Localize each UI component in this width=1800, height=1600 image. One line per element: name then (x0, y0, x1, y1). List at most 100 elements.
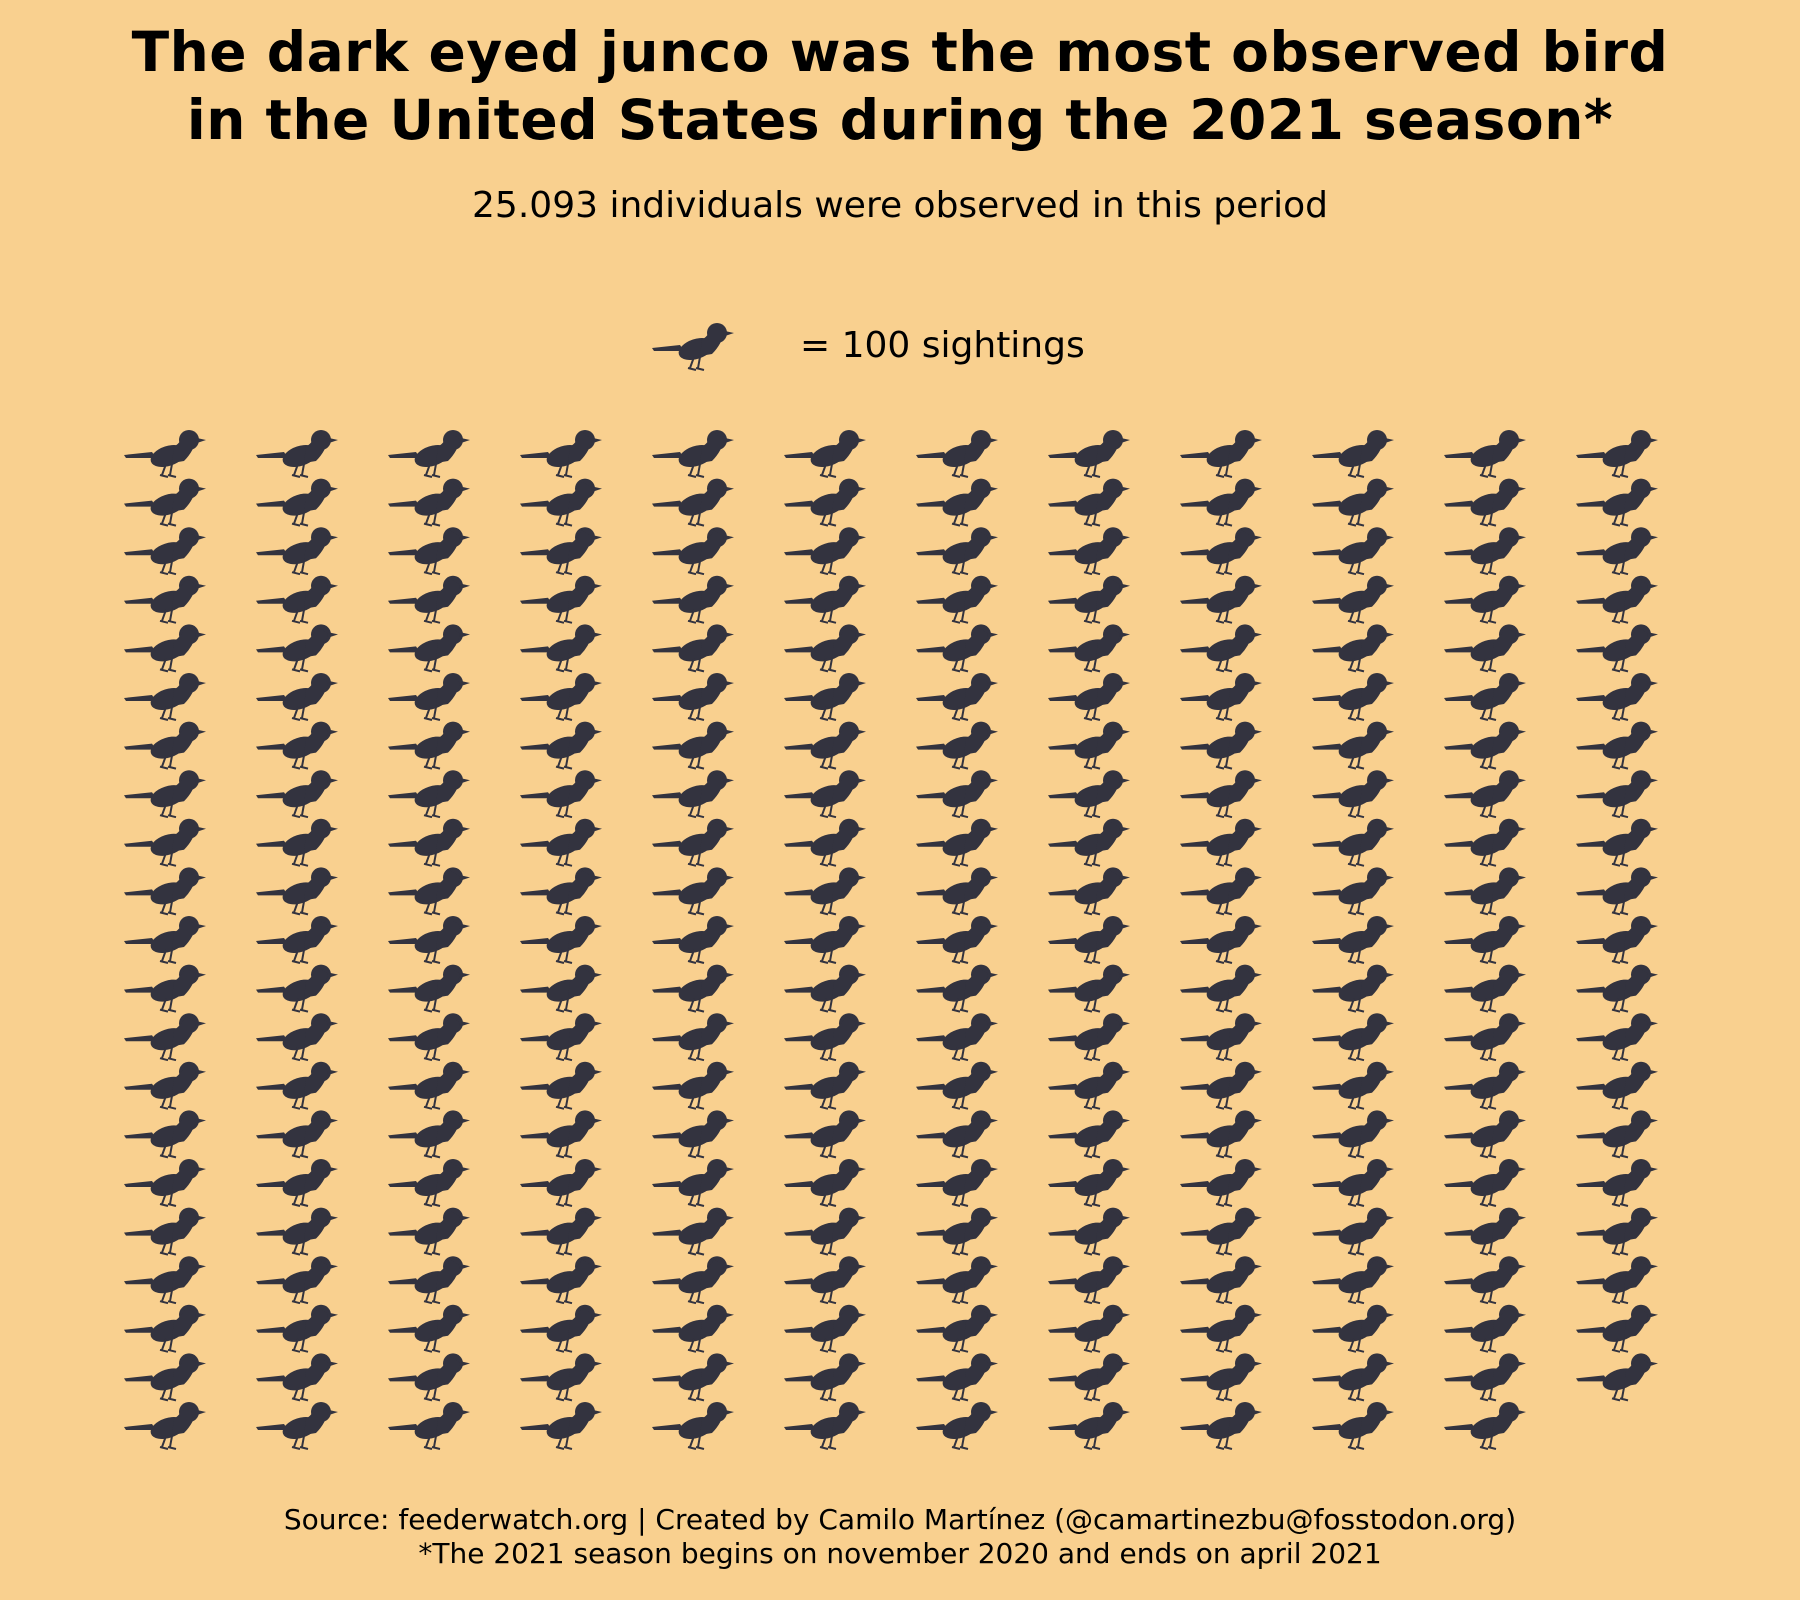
bird-icon (1443, 1012, 1526, 1062)
bird-icon (1311, 623, 1394, 673)
bird-icon (783, 623, 866, 673)
bird-icon (1443, 1158, 1526, 1207)
bird-icon (387, 817, 470, 867)
bird-icon (1179, 574, 1262, 624)
bird-icon (651, 817, 734, 867)
bird-icon (1047, 963, 1130, 1013)
bird-icon (519, 769, 602, 819)
bird-icon (123, 1303, 206, 1353)
bird-icon (123, 1012, 206, 1062)
bird-icon (519, 963, 602, 1013)
bird-icon (783, 866, 866, 916)
bird-icon (915, 720, 998, 770)
bird-icon (387, 1012, 470, 1062)
bird-icon (1575, 526, 1658, 576)
bird-icon (1443, 963, 1526, 1013)
bird-icon (255, 1401, 338, 1450)
bird-icon (915, 477, 998, 527)
bird-icon (915, 1401, 998, 1450)
bird-icon (1047, 720, 1130, 770)
bird-icon (1179, 623, 1262, 673)
bird-icon (1575, 1060, 1658, 1110)
bird-icon (1311, 672, 1394, 721)
bird-icon (1443, 1206, 1526, 1256)
bird-icon (1575, 1206, 1658, 1256)
bird-icon (651, 1255, 734, 1305)
bird-icon (1047, 817, 1130, 867)
bird-icon (783, 1109, 866, 1159)
bird-icon (387, 963, 470, 1013)
bird-icon (915, 1158, 998, 1207)
bird-icon (1443, 915, 1526, 964)
bird-icon (915, 963, 998, 1013)
bird-icon (519, 915, 602, 964)
bird-icon (651, 866, 734, 916)
bird-icon (123, 1158, 206, 1207)
bird-icon (1575, 574, 1658, 624)
bird-icon (1047, 672, 1130, 721)
source-note: Source: feederwatch.org | Created by Cam… (283, 1503, 1517, 1536)
bird-icon (123, 915, 206, 964)
bird-icon (387, 1303, 470, 1353)
bird-icon (1575, 915, 1658, 964)
bird-icon (1047, 769, 1130, 819)
bird-icon (1575, 1012, 1658, 1062)
bird-icon (1179, 1303, 1262, 1353)
bird-icon (783, 1352, 866, 1402)
bird-icon (1443, 1401, 1526, 1450)
bird-icon (1047, 1206, 1130, 1256)
bird-icon (1179, 429, 1262, 478)
bird-icon (255, 1303, 338, 1353)
bird-icon (255, 526, 338, 576)
bird-icon (783, 817, 866, 867)
bird-icon (651, 526, 734, 576)
bird-icon (1047, 526, 1130, 576)
bird-icon (123, 1060, 206, 1110)
bird-icon (1047, 1060, 1130, 1110)
bird-icon (255, 720, 338, 770)
bird-icon (1179, 1109, 1262, 1159)
bird-icon (1443, 769, 1526, 819)
bird-icon (519, 526, 602, 576)
bird-icon (1311, 720, 1394, 770)
bird-icon (387, 1060, 470, 1110)
bird-icon (387, 526, 470, 576)
bird-icon (123, 1206, 206, 1256)
bird-icon (1047, 1255, 1130, 1305)
bird-icon (255, 769, 338, 819)
bird-icon (1311, 477, 1394, 527)
bird-icon (651, 623, 734, 673)
season-footnote: *The 2021 season begins on november 2020… (418, 1537, 1382, 1570)
bird-icon (387, 915, 470, 964)
bird-icon (123, 429, 206, 478)
bird-icon (387, 866, 470, 916)
bird-icon (255, 623, 338, 673)
bird-icon (1311, 915, 1394, 964)
bird-icon (915, 1206, 998, 1256)
bird-icon (519, 429, 602, 478)
bird-icon (519, 817, 602, 867)
bird-icon (915, 1255, 998, 1305)
bird-icon (387, 574, 470, 624)
bird-icon (123, 866, 206, 916)
bird-icon (255, 866, 338, 916)
bird-icon (1575, 1158, 1658, 1207)
bird-icon (519, 720, 602, 770)
bird-icon (123, 1352, 206, 1402)
bird-icon (915, 817, 998, 867)
bird-icon (915, 1012, 998, 1062)
bird-icon (1575, 1255, 1658, 1305)
bird-icon (1443, 1060, 1526, 1110)
bird-icon (1311, 1255, 1394, 1305)
bird-icon (651, 1060, 734, 1110)
bird-icon (255, 1109, 338, 1159)
bird-icon (387, 1352, 470, 1402)
bird-icon (1179, 915, 1262, 964)
bird-icon (519, 866, 602, 916)
bird-icon (783, 720, 866, 770)
bird-icon (519, 1109, 602, 1159)
bird-icon (651, 672, 734, 721)
bird-icon (123, 963, 206, 1013)
bird-icon (915, 769, 998, 819)
bird-icon (1179, 1401, 1262, 1450)
